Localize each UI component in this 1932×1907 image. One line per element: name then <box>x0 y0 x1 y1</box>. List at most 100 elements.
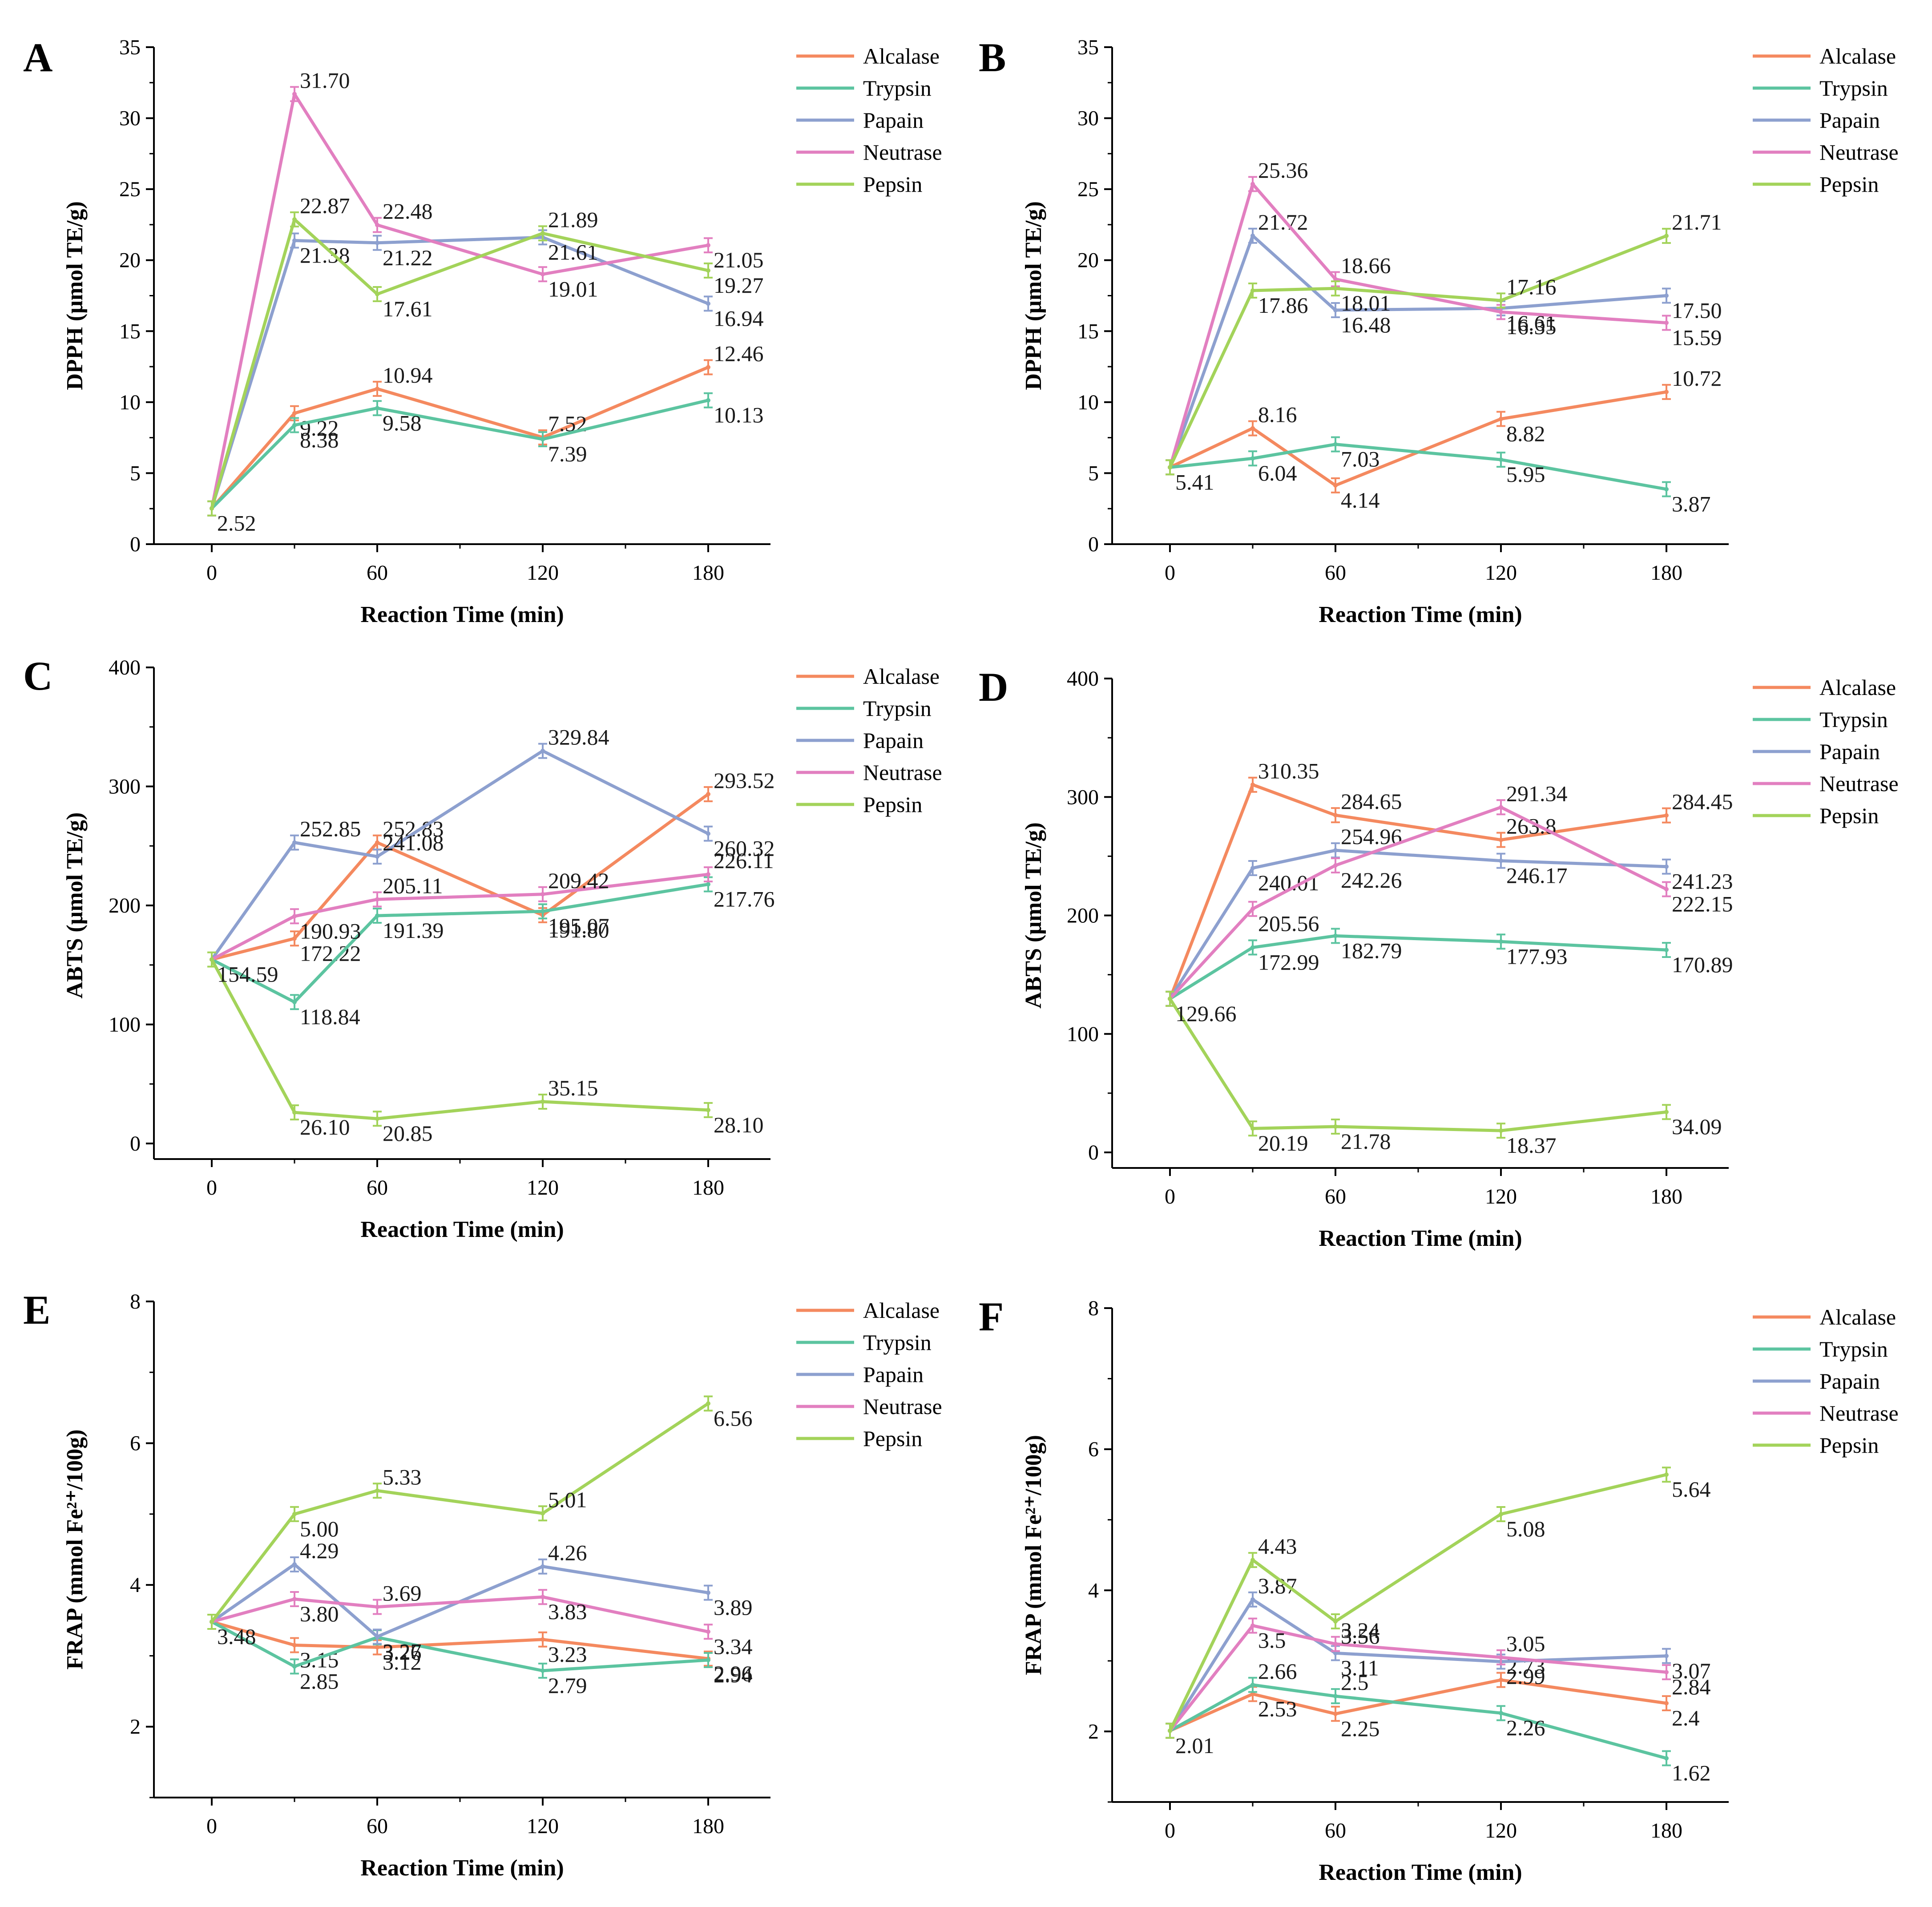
legend-label: Pepsin <box>863 172 922 197</box>
y-tick-label: 15 <box>119 319 141 343</box>
data-point <box>1664 320 1669 325</box>
data-label: 12.46 <box>714 341 764 366</box>
data-point <box>1499 416 1503 421</box>
data-point <box>540 437 545 442</box>
legend-label: Pepsin <box>1819 803 1879 828</box>
data-point <box>706 398 710 403</box>
y-tick-label: 400 <box>109 656 141 679</box>
data-label: 5.95 <box>1506 462 1545 487</box>
x-tick-label: 0 <box>206 561 217 585</box>
x-tick-label: 180 <box>692 561 724 585</box>
series-line-trypsin <box>1170 443 1667 491</box>
data-point <box>292 1664 297 1669</box>
data-point <box>706 831 710 836</box>
legend-label: Pepsin <box>1819 172 1879 197</box>
data-label: 246.17 <box>1506 863 1568 888</box>
data-point <box>1250 945 1255 950</box>
data-point <box>292 423 297 428</box>
x-axis-label: Reaction Time (min) <box>360 1855 564 1881</box>
data-label: 3.87 <box>1672 491 1711 516</box>
data-point <box>375 386 379 391</box>
y-tick-label: 10 <box>1077 391 1099 414</box>
data-point <box>1664 293 1669 298</box>
data-point <box>375 291 379 296</box>
series-line-papain <box>210 749 709 961</box>
legend-label: Pepsin <box>863 1426 922 1451</box>
series-line-papain <box>210 235 709 509</box>
data-point <box>1664 813 1669 818</box>
data-label: 2.66 <box>1258 1659 1297 1684</box>
x-axis-label: Reaction Time (min) <box>1319 1860 1522 1885</box>
data-label: 241.23 <box>1672 869 1733 894</box>
x-axis-label: Reaction Time (min) <box>1319 602 1522 627</box>
data-point <box>375 1116 379 1121</box>
data-point <box>1499 1512 1503 1517</box>
data-point <box>375 1645 379 1650</box>
data-label: 3.56 <box>1341 1624 1380 1648</box>
y-tick-label: 35 <box>119 36 141 59</box>
panel-letter: C <box>23 653 52 699</box>
data-point <box>375 840 379 845</box>
data-point <box>1333 1641 1338 1646</box>
y-tick-label: 4 <box>1088 1579 1099 1602</box>
data-label: 2.52 <box>217 511 256 536</box>
data-label: 260.32 <box>714 836 775 861</box>
data-label: 8.38 <box>300 428 339 453</box>
data-label: 2.4 <box>1672 1705 1700 1730</box>
legend-label: Alcalase <box>863 664 940 689</box>
data-label: 3.83 <box>548 1599 587 1624</box>
series-line-neutrase <box>211 873 709 961</box>
data-point <box>1664 948 1669 953</box>
data-point <box>1250 865 1255 870</box>
data-point <box>706 243 710 248</box>
data-label: 21.72 <box>1258 210 1308 234</box>
data-point <box>292 914 297 919</box>
data-label: 172.22 <box>300 941 361 966</box>
data-label: 28.10 <box>714 1112 764 1137</box>
legend-label: Neutrase <box>1819 771 1899 796</box>
y-axis-label: DPPH (μmol TE/g) <box>62 201 88 390</box>
data-point <box>1250 1623 1255 1628</box>
data-label: 4.14 <box>1341 488 1380 513</box>
data-point <box>1250 1558 1255 1563</box>
data-label: 3.23 <box>548 1642 587 1667</box>
y-axis-label: DPPH (μmol TE/g) <box>1021 201 1046 390</box>
data-point <box>1664 1701 1669 1705</box>
series-line-trypsin <box>210 399 709 510</box>
x-tick-label: 60 <box>1325 561 1346 585</box>
x-tick-label: 180 <box>1650 561 1682 585</box>
data-label: 2.99 <box>1506 1664 1545 1689</box>
data-label: 1.62 <box>1672 1761 1711 1786</box>
data-label: 2.84 <box>1672 1674 1711 1699</box>
data-point <box>210 506 214 511</box>
data-point <box>706 365 710 370</box>
panel-letter: A <box>23 35 52 80</box>
data-label: 182.79 <box>1341 938 1402 963</box>
data-label: 263.8 <box>1506 814 1557 839</box>
y-tick-label: 300 <box>109 775 141 799</box>
data-point <box>540 272 545 277</box>
data-label: 22.48 <box>383 199 433 224</box>
data-point <box>292 217 297 222</box>
data-label: 154.59 <box>217 962 278 986</box>
data-point <box>706 1107 710 1112</box>
data-point <box>1333 848 1338 853</box>
y-tick-label: 6 <box>1088 1438 1099 1461</box>
data-label: 5.08 <box>1506 1516 1545 1541</box>
data-label: 293.52 <box>714 768 775 793</box>
data-label: 252.85 <box>300 816 361 841</box>
legend-label: Trypsin <box>863 1330 932 1355</box>
data-point <box>1664 487 1669 492</box>
data-point <box>1333 442 1338 447</box>
x-axis-label: Reaction Time (min) <box>360 602 564 627</box>
series-line-neutrase <box>1169 1624 1667 1732</box>
data-label: 10.72 <box>1672 366 1722 391</box>
x-tick-label: 60 <box>1325 1185 1346 1208</box>
data-point <box>540 1595 545 1600</box>
x-axis-label: Reaction Time (min) <box>360 1217 564 1242</box>
data-point <box>706 1590 710 1595</box>
data-label: 21.71 <box>1672 210 1722 234</box>
y-axis-label: FRAP (mmol Fe²⁺/100g) <box>1021 1435 1046 1675</box>
data-point <box>1250 1126 1255 1131</box>
data-label: 3.89 <box>714 1595 753 1620</box>
